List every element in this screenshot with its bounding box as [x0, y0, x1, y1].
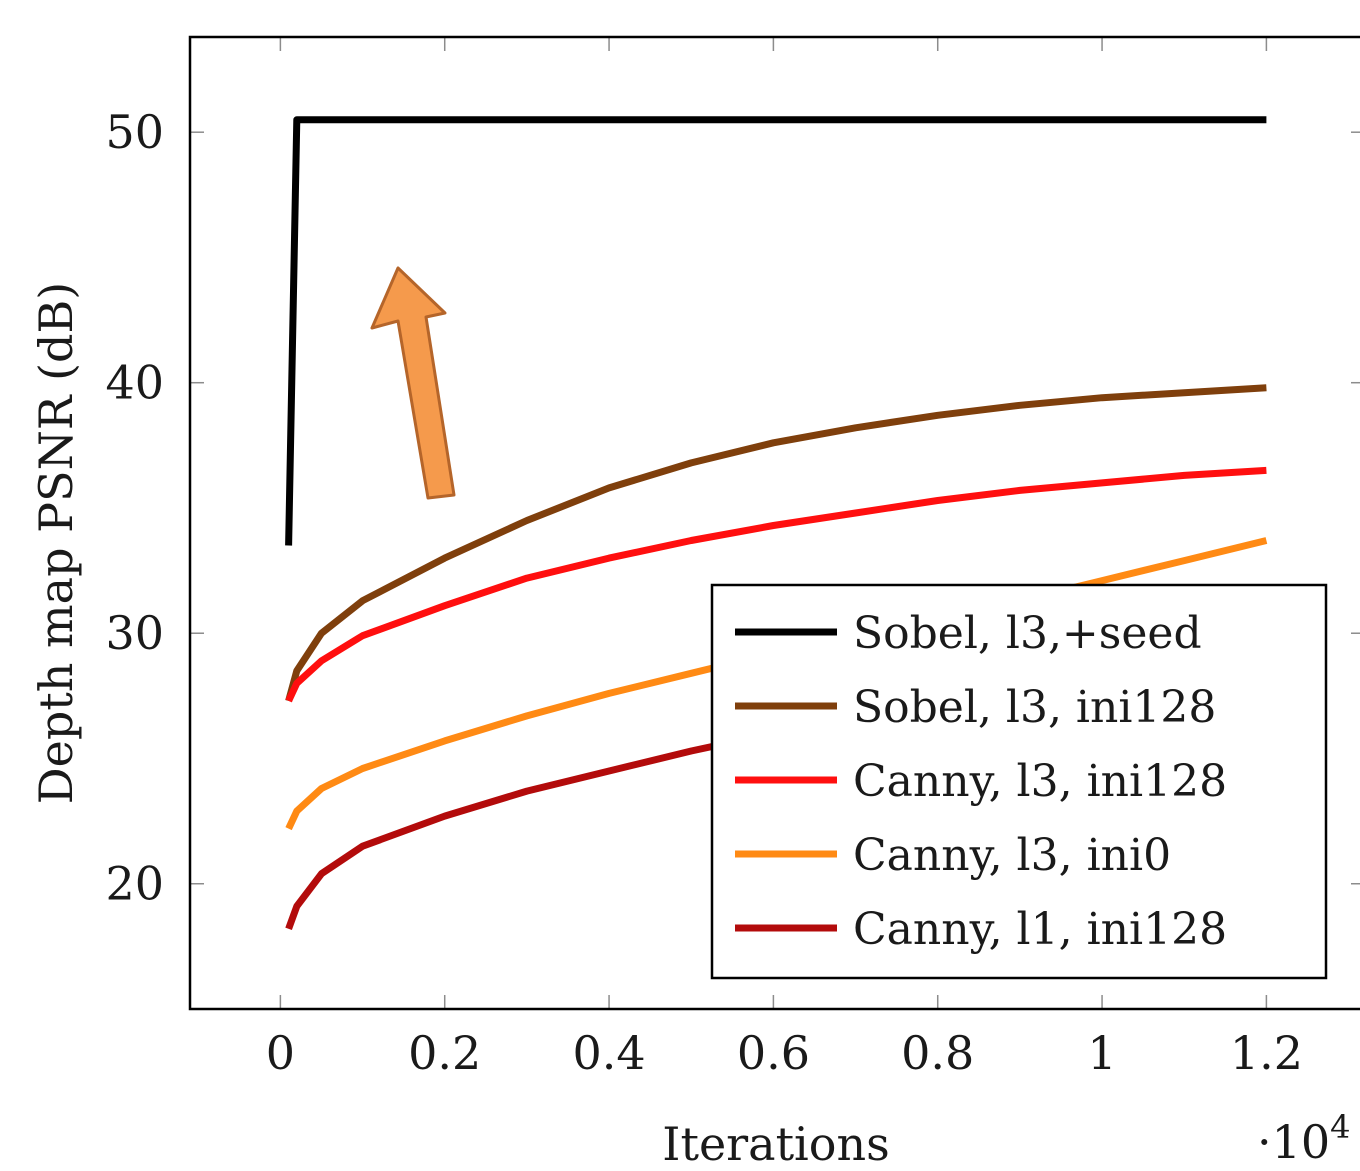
- legend-label: Sobel, l3,+seed: [853, 608, 1202, 659]
- y-tick-label: 50: [105, 105, 164, 159]
- series-line: [285, 384, 1267, 702]
- x-axis-multiplier-exponent: 4: [1330, 1108, 1350, 1146]
- y-tick-label: 40: [105, 356, 164, 410]
- y-tick-label: 30: [105, 606, 164, 660]
- legend-label: Canny, l1, ini128: [853, 904, 1227, 955]
- y-axis-label: Depth map PSNR (dB): [29, 282, 83, 805]
- series-line: [285, 466, 1267, 703]
- y-tick-label: 20: [105, 857, 164, 911]
- trend-arrow-shape: [370, 266, 456, 500]
- legend-label: Canny, l3, ini0: [853, 830, 1171, 881]
- x-tick-label: 0.8: [901, 1026, 974, 1080]
- legend: Sobel, l3,+seed Sobel, l3, ini128 Canny, l…: [710, 583, 1328, 980]
- x-axis-multiplier: ·104: [1257, 1108, 1351, 1169]
- series-line: [285, 116, 1267, 546]
- x-tick-label: 1.2: [1230, 1026, 1303, 1080]
- x-axis-label: Iterations: [662, 1117, 889, 1171]
- axis-ticks: 0 0.2 0.4 0.6 0.8 1 1.2 20 30 40 50: [105, 37, 1360, 1080]
- x-tick-label: 0.4: [572, 1026, 645, 1080]
- plot-frame: [188, 35, 1360, 1011]
- x-tick-label: 1: [1087, 1026, 1116, 1080]
- x-axis-multiplier-base: ·10: [1257, 1115, 1330, 1169]
- legend-entries: Sobel, l3,+seed Sobel, l3, ini128 Canny, l…: [735, 608, 1227, 955]
- x-tick-label: 0.2: [408, 1026, 481, 1080]
- x-tick-label: 0.6: [737, 1026, 810, 1080]
- x-tick-label: 0: [266, 1026, 295, 1080]
- trend-arrow: [370, 266, 456, 500]
- legend-label: Canny, l3, ini128: [853, 756, 1227, 807]
- legend-label: Sobel, l3, ini128: [853, 682, 1216, 733]
